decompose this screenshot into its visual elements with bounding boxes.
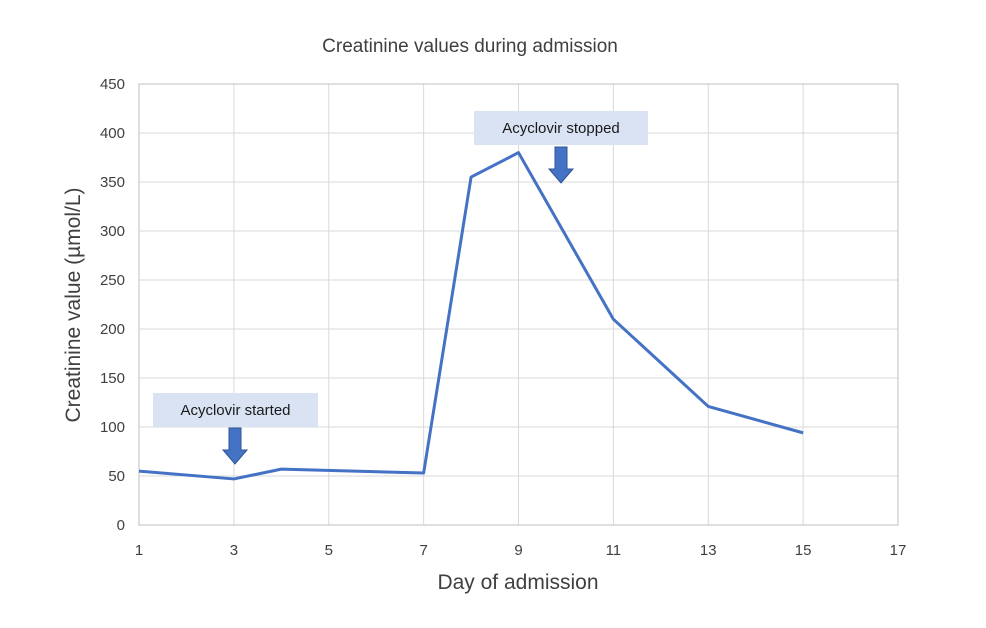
down-arrow-icon bbox=[221, 427, 249, 465]
y-tick-label: 400 bbox=[100, 125, 125, 142]
y-tick-label: 100 bbox=[100, 419, 125, 436]
x-tick-label: 7 bbox=[419, 542, 427, 559]
y-tick-label: 50 bbox=[108, 468, 125, 485]
y-tick-label: 350 bbox=[100, 174, 125, 191]
y-axis-ticks: 0 50 100 150 200 250 300 350 400 450 bbox=[100, 76, 125, 534]
x-axis-label: Day of admission bbox=[437, 571, 598, 594]
annotation-label: Acyclovir started bbox=[180, 402, 290, 419]
annotation-label: Acyclovir stopped bbox=[502, 120, 620, 137]
annotation-acyclovir-started: Acyclovir started bbox=[153, 393, 318, 465]
y-tick-label: 0 bbox=[117, 517, 125, 534]
down-arrow-icon bbox=[547, 146, 575, 184]
y-tick-label: 450 bbox=[100, 76, 125, 93]
x-tick-label: 17 bbox=[890, 542, 907, 559]
y-tick-label: 150 bbox=[100, 370, 125, 387]
y-tick-label: 200 bbox=[100, 321, 125, 338]
chart-title: Creatinine values during admission bbox=[322, 36, 618, 57]
y-axis-label: Creatinine value (µmol/L) bbox=[62, 187, 85, 422]
x-tick-label: 13 bbox=[700, 542, 717, 559]
annotations: Acyclovir started Acyclovir stopped bbox=[153, 111, 648, 465]
creatinine-series-line bbox=[138, 151, 804, 481]
plot-area-border bbox=[138, 83, 899, 526]
x-tick-label: 11 bbox=[606, 542, 622, 559]
annotation-acyclovir-stopped: Acyclovir stopped bbox=[474, 111, 648, 184]
x-axis-ticks: 1 3 5 7 9 11 13 15 17 bbox=[135, 542, 907, 559]
x-tick-label: 9 bbox=[514, 542, 522, 559]
x-tick-label: 5 bbox=[325, 542, 333, 559]
x-tick-label: 3 bbox=[230, 542, 238, 559]
x-tick-label: 1 bbox=[135, 542, 143, 559]
y-tick-label: 300 bbox=[100, 223, 125, 240]
y-tick-label: 250 bbox=[100, 272, 125, 289]
x-tick-label: 15 bbox=[795, 542, 812, 559]
gridlines bbox=[138, 83, 899, 526]
